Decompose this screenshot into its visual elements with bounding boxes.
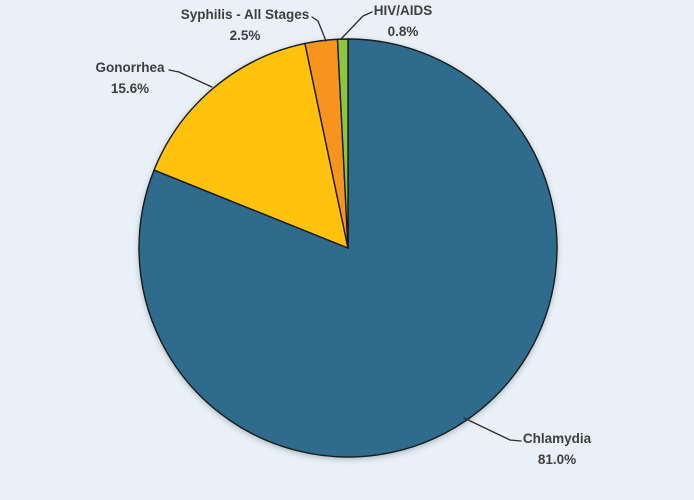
leader-line-gonorrhea (168, 69, 213, 88)
slice-label-gonorrhea: Gonorrhea 15.6% (95, 57, 164, 99)
pie-slice-hiv-aids (336, 38, 349, 249)
slice-label-chlamydia-name: Chlamydia (522, 431, 592, 446)
leader-line-hiv-aids (340, 11, 373, 40)
pie-slice-gonorrhea (153, 42, 349, 249)
leader-line-syphilis-all-stages (311, 16, 327, 42)
slice-label-hiv-aids: HIV/AIDS 0.8% (374, 0, 433, 42)
slice-label-syphilis: Syphilis - All Stages 2.5% (181, 4, 310, 46)
slice-label-syphilis-name: Syphilis - All Stages (180, 7, 310, 22)
slice-label-syphilis-pct: 2.5% (229, 28, 261, 43)
slice-label-chlamydia-pct: 81.0% (537, 452, 577, 467)
pie-slices (138, 38, 558, 458)
leader-line-chlamydia (463, 417, 522, 442)
slice-label-gonorrhea-name: Gonorrhea (95, 60, 165, 75)
slice-label-gonorrhea-pct: 15.6% (110, 81, 150, 96)
slice-label-hiv-aids-name: HIV/AIDS (373, 3, 433, 18)
slice-label-hiv-aids-pct: 0.8% (387, 24, 419, 39)
slice-label-chlamydia: Chlamydia 81.0% (523, 428, 591, 470)
